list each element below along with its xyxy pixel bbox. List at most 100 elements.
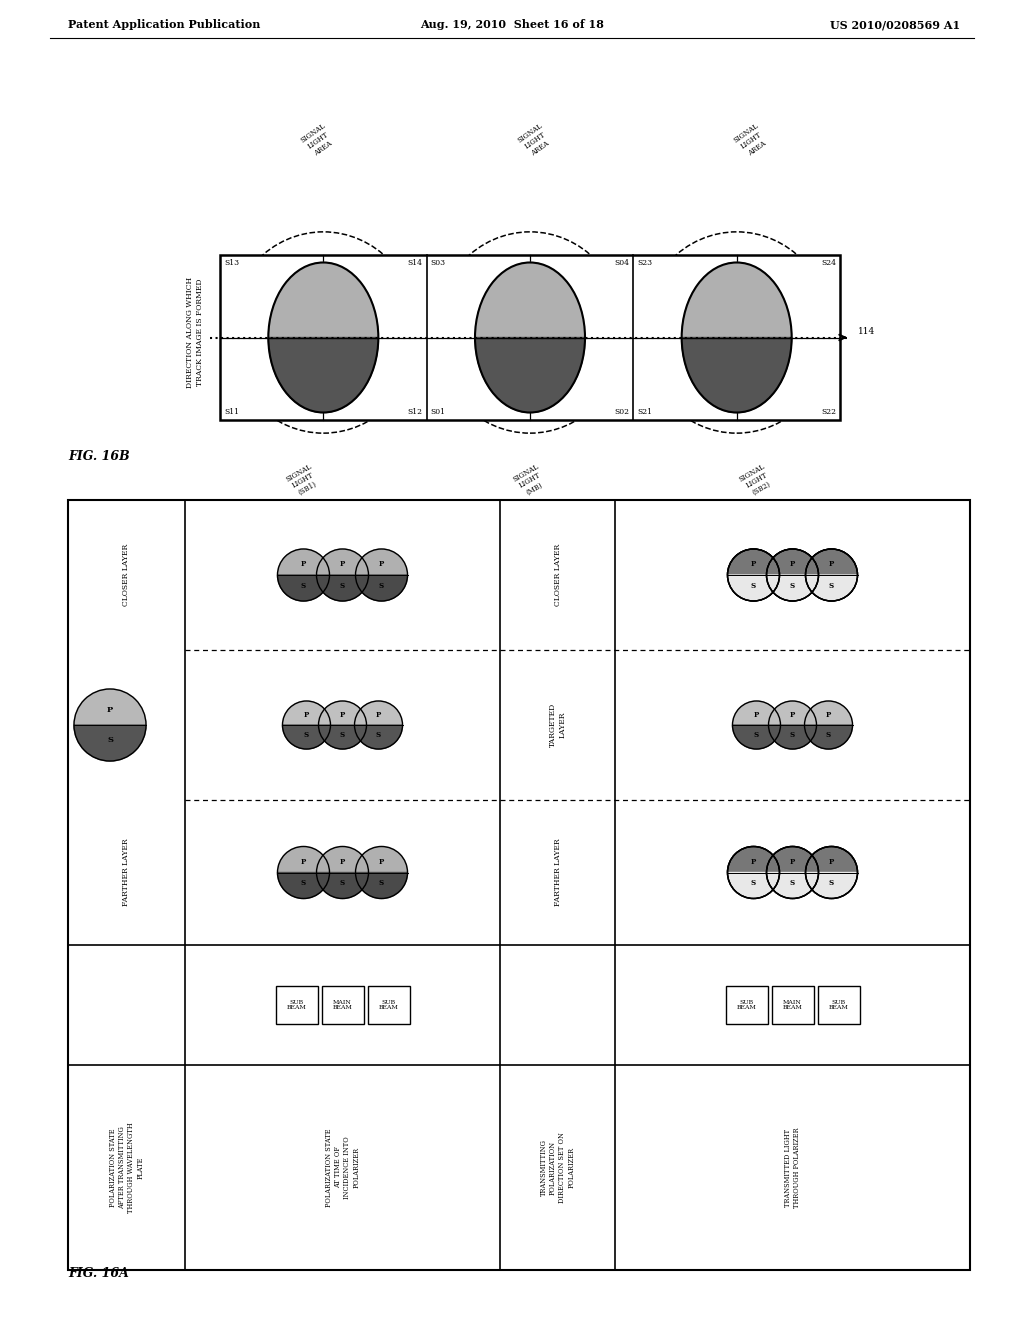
Text: S: S — [340, 879, 345, 887]
Polygon shape — [806, 576, 857, 601]
Polygon shape — [316, 549, 369, 576]
Text: TARGETED
LAYER: TARGETED LAYER — [549, 702, 566, 747]
Text: S: S — [754, 731, 759, 739]
Text: P: P — [301, 858, 306, 866]
Polygon shape — [355, 549, 408, 576]
Text: SIGNAL
LIGHT
AREA: SIGNAL LIGHT AREA — [299, 121, 338, 160]
Text: P: P — [826, 711, 831, 719]
Text: 114: 114 — [858, 326, 876, 335]
Text: S: S — [301, 582, 306, 590]
Polygon shape — [767, 846, 818, 873]
Text: S02: S02 — [614, 408, 630, 416]
Polygon shape — [768, 701, 816, 725]
Text: S: S — [376, 731, 381, 739]
Polygon shape — [727, 846, 779, 873]
Text: SIGNAL
LIGHT
(SB1): SIGNAL LIGHT (SB1) — [285, 462, 323, 499]
Polygon shape — [767, 846, 818, 873]
Text: S: S — [379, 582, 384, 590]
Polygon shape — [268, 338, 378, 412]
Polygon shape — [74, 725, 146, 762]
Text: S: S — [790, 582, 795, 590]
Polygon shape — [283, 701, 331, 725]
Polygon shape — [806, 846, 857, 873]
Text: FARTHER LAYER: FARTHER LAYER — [123, 838, 130, 907]
Text: TARGETED
LAYER: TARGETED LAYER — [118, 702, 135, 747]
Polygon shape — [355, 873, 408, 899]
Text: POLARIZATION STATE
AT TIME OF
INCIDENCE INTO
POLARIZER: POLARIZATION STATE AT TIME OF INCIDENCE … — [325, 1129, 360, 1206]
Polygon shape — [727, 873, 779, 899]
Bar — [68, 500, 970, 1270]
Text: SIGNAL
LIGHT
(MB): SIGNAL LIGHT (MB) — [511, 462, 549, 499]
Text: P: P — [304, 711, 309, 719]
Text: S: S — [826, 731, 831, 739]
Polygon shape — [727, 549, 779, 576]
Text: S01: S01 — [431, 408, 445, 416]
Text: SUB
BEAM: SUB BEAM — [736, 999, 757, 1010]
Polygon shape — [316, 576, 369, 601]
Text: S03: S03 — [431, 259, 445, 267]
Polygon shape — [354, 725, 402, 748]
Text: CLOSER LAYER: CLOSER LAYER — [554, 544, 561, 606]
Text: S: S — [301, 879, 306, 887]
Polygon shape — [74, 689, 146, 725]
Polygon shape — [767, 576, 818, 601]
Text: P: P — [379, 560, 384, 568]
Text: S23: S23 — [637, 259, 652, 267]
Polygon shape — [805, 725, 853, 748]
Text: US 2010/0208569 A1: US 2010/0208569 A1 — [829, 20, 961, 30]
Polygon shape — [682, 263, 792, 338]
Polygon shape — [278, 873, 330, 899]
Text: S: S — [340, 731, 345, 739]
Polygon shape — [475, 338, 585, 412]
Text: FIG. 16A: FIG. 16A — [68, 1267, 129, 1280]
Text: S: S — [340, 582, 345, 590]
Polygon shape — [355, 576, 408, 601]
Text: S21: S21 — [637, 408, 652, 416]
Text: MAIN
BEAM: MAIN BEAM — [333, 999, 352, 1010]
Polygon shape — [278, 576, 330, 601]
Text: S: S — [751, 582, 756, 590]
Bar — [817, 986, 859, 1024]
Text: S: S — [751, 879, 756, 887]
Polygon shape — [806, 549, 857, 576]
Polygon shape — [805, 701, 853, 725]
Polygon shape — [806, 846, 857, 873]
Text: TRANSMITTED LIGHT
THROUGH POLARIZER: TRANSMITTED LIGHT THROUGH POLARIZER — [784, 1127, 801, 1208]
Polygon shape — [806, 873, 857, 899]
Text: P: P — [379, 858, 384, 866]
Polygon shape — [268, 263, 378, 338]
Text: P: P — [751, 560, 756, 568]
Text: S: S — [790, 879, 795, 887]
Bar — [220, 255, 840, 420]
Text: P: P — [340, 711, 345, 719]
Polygon shape — [727, 846, 779, 873]
Text: S: S — [304, 731, 309, 739]
Polygon shape — [732, 725, 780, 748]
Text: SUB
BEAM: SUB BEAM — [287, 999, 306, 1010]
Text: SIGNAL
LIGHT
(SB2): SIGNAL LIGHT (SB2) — [737, 462, 776, 499]
Polygon shape — [316, 846, 369, 873]
Text: S04: S04 — [614, 259, 630, 267]
Text: SIGNAL
LIGHT
AREA: SIGNAL LIGHT AREA — [516, 121, 554, 160]
Text: SUB
BEAM: SUB BEAM — [379, 999, 398, 1010]
Text: S: S — [379, 879, 384, 887]
Polygon shape — [278, 846, 330, 873]
Polygon shape — [767, 576, 818, 601]
Bar — [368, 986, 410, 1024]
Polygon shape — [354, 701, 402, 725]
Polygon shape — [732, 701, 780, 725]
Bar — [771, 986, 813, 1024]
Polygon shape — [767, 873, 818, 899]
Text: P: P — [301, 560, 306, 568]
Text: P: P — [754, 711, 759, 719]
Polygon shape — [475, 263, 585, 338]
Polygon shape — [806, 549, 857, 576]
Text: SIGNAL
LIGHT
AREA: SIGNAL LIGHT AREA — [732, 121, 771, 160]
Text: S: S — [790, 731, 795, 739]
Text: P: P — [790, 560, 795, 568]
Text: P: P — [790, 711, 795, 719]
Text: SUB
BEAM: SUB BEAM — [828, 999, 849, 1010]
Text: P: P — [340, 858, 345, 866]
Polygon shape — [767, 549, 818, 576]
Text: S14: S14 — [408, 259, 423, 267]
